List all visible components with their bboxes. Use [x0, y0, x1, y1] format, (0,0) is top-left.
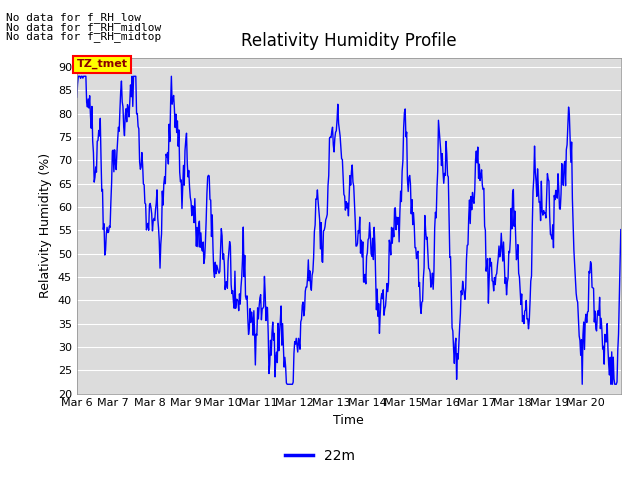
Text: No data for f_RH_low: No data for f_RH_low: [6, 12, 141, 23]
Title: Relativity Humidity Profile: Relativity Humidity Profile: [241, 33, 456, 50]
Text: No data for f_RH_midlow: No data for f_RH_midlow: [6, 22, 162, 33]
Text: No data for f_RH_midtop: No data for f_RH_midtop: [6, 31, 162, 42]
Text: TZ_tmet: TZ_tmet: [77, 59, 128, 69]
Y-axis label: Relativity Humidity (%): Relativity Humidity (%): [39, 153, 52, 298]
Legend: 22m: 22m: [280, 443, 360, 468]
X-axis label: Time: Time: [333, 414, 364, 427]
